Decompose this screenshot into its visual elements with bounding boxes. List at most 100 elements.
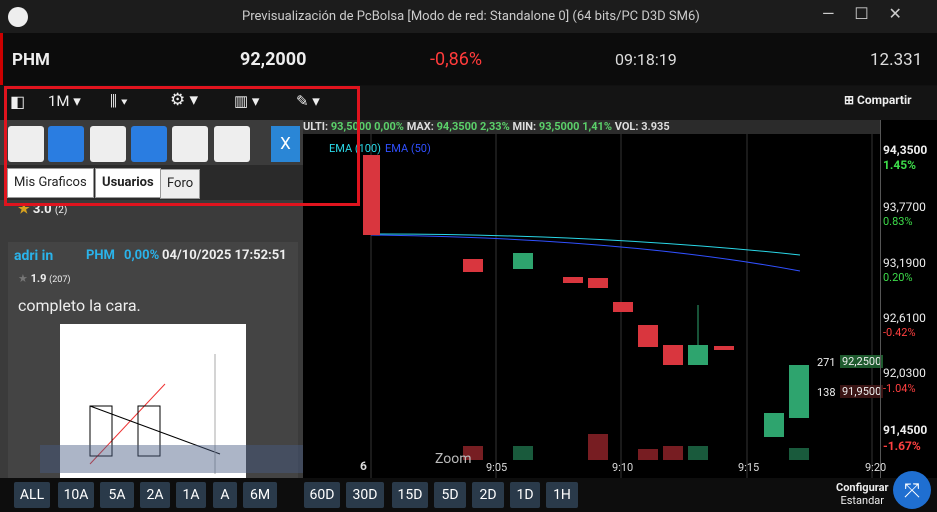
ticker-volume: 12.331	[870, 50, 923, 70]
period-label: 1M	[48, 92, 70, 110]
tool-icon[interactable]	[214, 126, 250, 162]
range-button[interactable]: 60D	[304, 482, 340, 508]
info-label: MIN:	[512, 120, 537, 133]
config-label[interactable]: Configurar Estandar	[836, 481, 889, 507]
price-label: 93,1900	[883, 256, 926, 270]
indicator-menu[interactable]: ▥ ▾	[234, 92, 260, 110]
ticker-symbol: PHM	[12, 50, 50, 70]
range-button[interactable]: 15D	[392, 482, 428, 508]
ask-price: 91,9500	[840, 385, 884, 398]
time-label: 6	[360, 459, 367, 473]
info-value: 93,5000	[330, 120, 372, 133]
axis-line	[880, 120, 881, 478]
tool-icon[interactable]	[131, 126, 167, 162]
price-label: 93,7700	[883, 200, 926, 214]
ticker-time: 09:18:19	[615, 50, 677, 69]
period-select[interactable]: 1M ▾	[48, 92, 81, 110]
range-button[interactable]: 5A	[100, 482, 134, 508]
info-value: 3.935	[641, 120, 670, 133]
time-label: 9:20	[865, 461, 887, 474]
range-button[interactable]: 6M	[243, 482, 277, 508]
close-panel[interactable]: X	[271, 126, 300, 162]
pct-label: 0.20%	[883, 271, 913, 284]
config-line: Estandar	[840, 494, 884, 507]
range-button[interactable]: ALL	[14, 482, 50, 508]
ask-size: 138	[817, 386, 836, 399]
info-label: MAX:	[406, 120, 434, 133]
price-label: 92,6100	[883, 311, 926, 325]
legend-ema100: EMA (100)	[329, 142, 381, 155]
candle-menu[interactable]: ⫼ ▾	[110, 92, 128, 110]
range-button[interactable]: 1H	[546, 482, 578, 508]
pct-label: 1.45%	[883, 158, 917, 172]
app-icon	[8, 7, 28, 27]
toolbar	[0, 86, 937, 120]
panel-toggle[interactable]: ◧	[10, 92, 26, 111]
tab[interactable]: Mis Graficos	[7, 168, 94, 198]
rating-count: (2)	[54, 205, 68, 216]
post-symbol: PHM	[86, 248, 115, 263]
chart-area	[303, 120, 937, 478]
zoom-label: Zoom	[435, 451, 472, 467]
ticker-change: -0,86%	[430, 49, 483, 70]
info-value: 0,00%	[374, 120, 404, 133]
chart-info: ULTI: 93,5000 0,00% MAX: 94,3500 2,33% M…	[303, 120, 880, 134]
title-bar	[0, 0, 937, 33]
highlight-box	[4, 86, 360, 206]
pct-label: -1.04%	[883, 382, 916, 395]
range-button[interactable]: 30D	[346, 482, 384, 508]
time-label: 9:10	[612, 461, 634, 474]
post-rating: ★ 1.9 (207)	[18, 272, 71, 285]
config-button[interactable]: ⤧	[893, 471, 931, 509]
tool-icon[interactable]	[90, 126, 126, 162]
tool-icon[interactable]	[48, 126, 84, 162]
price-label: 92,0300	[883, 366, 926, 380]
settings-menu[interactable]: ⚙ ▾	[170, 90, 198, 110]
price-label: 94,3500	[883, 143, 928, 157]
time-label: 9:15	[738, 461, 760, 474]
tab[interactable]: Usuarios	[95, 168, 161, 198]
pct-label: -1.67%	[883, 439, 921, 453]
info-value: 1,41%	[582, 120, 612, 133]
tool-icon[interactable]	[172, 126, 208, 162]
ticker-price: 92,2000	[240, 49, 307, 70]
range-button[interactable]: A	[213, 482, 237, 508]
bid-price: 92,2500	[840, 355, 884, 368]
range-button[interactable]: 10A	[58, 482, 94, 508]
share-button[interactable]: ⊞ Compartir	[844, 93, 912, 107]
range-button[interactable]: 1D	[510, 482, 540, 508]
range-button[interactable]: 2A	[140, 482, 170, 508]
price-label: 91,4500	[883, 423, 928, 437]
info-value: 93,5000	[538, 120, 580, 133]
post-change: 0,00%	[124, 248, 160, 263]
info-label: VOL:	[614, 120, 639, 133]
info-value: 2,33%	[479, 120, 510, 133]
post-rating-count: (207)	[49, 275, 71, 285]
info-label: ULTI:	[303, 120, 329, 133]
config-line: Configurar	[836, 481, 889, 494]
range-button[interactable]: 1A	[176, 482, 206, 508]
legend-ema50: EMA (50)	[385, 142, 431, 155]
window-title: Previsualización de PcBolsa [Modo de red…	[242, 9, 700, 24]
range-button[interactable]: 5D	[434, 482, 466, 508]
price-chart	[363, 134, 873, 478]
tool-icon[interactable]	[8, 126, 44, 162]
post-image-drawing	[89, 354, 221, 474]
range-button[interactable]: 2D	[472, 482, 504, 508]
info-value: 94,3500	[436, 120, 478, 133]
bid-size: 271	[817, 356, 836, 369]
draw-menu[interactable]: ✎ ▾	[296, 92, 320, 110]
pct-label: 0.83%	[883, 215, 913, 228]
pct-label: -0.42%	[883, 326, 916, 339]
post-image	[60, 324, 246, 478]
post-date: 04/10/2025 17:52:51	[162, 248, 287, 263]
ticker-bar	[0, 33, 937, 85]
tab[interactable]: Foro	[160, 169, 201, 199]
post-text: completo la cara.	[18, 296, 141, 315]
window-controls[interactable]: — ☐ ✕	[822, 4, 902, 23]
post-user[interactable]: adri in	[14, 248, 54, 264]
post-rating-value: 1.9	[30, 272, 47, 285]
time-label: 9:05	[486, 461, 508, 474]
share-label: Compartir	[857, 93, 912, 107]
